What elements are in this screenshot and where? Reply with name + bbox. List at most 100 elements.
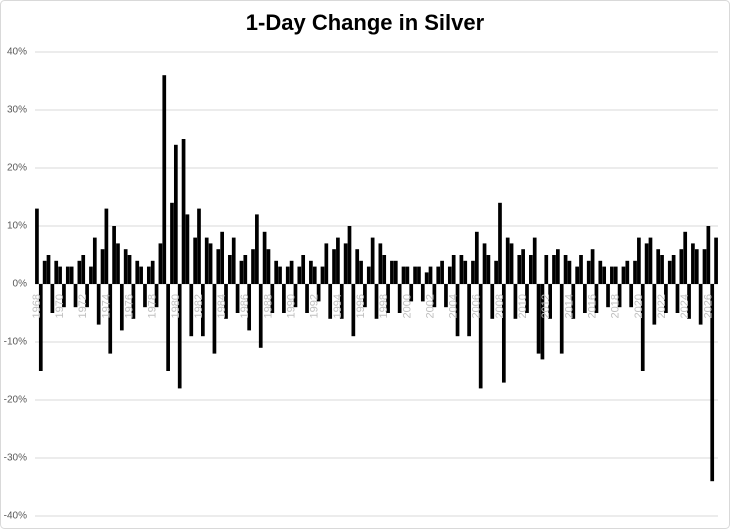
bar xyxy=(679,249,684,284)
bar xyxy=(239,260,244,284)
bar xyxy=(359,260,363,284)
bar xyxy=(224,284,228,319)
bar xyxy=(297,266,302,284)
bar xyxy=(89,266,93,284)
bar xyxy=(687,284,691,319)
y-tick-label: 0% xyxy=(13,279,28,290)
y-tick-label: 20% xyxy=(7,163,27,174)
bar xyxy=(228,255,232,284)
bar xyxy=(386,284,390,313)
bar xyxy=(393,260,398,284)
bar xyxy=(270,284,275,313)
bar xyxy=(397,284,402,313)
bar xyxy=(532,237,537,284)
bar xyxy=(664,284,668,313)
y-tick-label: -30% xyxy=(4,453,27,464)
bar xyxy=(702,249,707,284)
bar xyxy=(216,249,221,284)
bar xyxy=(127,255,132,284)
bar xyxy=(351,284,356,337)
bar xyxy=(556,249,560,284)
chart-title: 1-Day Change in Silver xyxy=(246,10,485,35)
x-tick-label: 1984 xyxy=(216,294,228,318)
bar xyxy=(35,208,39,284)
bar xyxy=(38,284,43,371)
x-tick-label: 1986 xyxy=(239,294,251,318)
bar xyxy=(455,284,460,337)
bar xyxy=(444,284,448,308)
bar xyxy=(602,266,607,284)
bar xyxy=(92,237,97,284)
bar xyxy=(366,266,371,284)
bar xyxy=(332,249,336,284)
bar xyxy=(131,284,136,319)
bar xyxy=(328,284,333,319)
x-tick-label: 1998 xyxy=(378,294,390,318)
bar xyxy=(625,260,630,284)
bar xyxy=(255,214,259,284)
bar xyxy=(656,249,661,284)
x-tick-label: 2014 xyxy=(563,294,575,318)
bar xyxy=(336,237,340,284)
bar xyxy=(282,284,286,313)
bar xyxy=(494,260,498,284)
bar xyxy=(382,255,387,284)
bar xyxy=(420,284,425,302)
x-tick-label: 1990 xyxy=(286,294,298,318)
bar xyxy=(633,260,637,284)
bar xyxy=(563,255,568,284)
bar xyxy=(579,255,583,284)
bar xyxy=(247,284,252,331)
bar xyxy=(474,231,479,284)
bar xyxy=(451,255,456,284)
bar xyxy=(675,284,680,313)
bar xyxy=(139,266,143,284)
bar xyxy=(220,231,225,284)
bar xyxy=(170,202,174,284)
bar xyxy=(185,214,190,284)
bar xyxy=(447,266,452,284)
bar xyxy=(467,284,471,337)
bar xyxy=(119,284,124,331)
bar xyxy=(305,284,309,313)
x-tick-label: 2002 xyxy=(424,294,436,318)
x-tick-label: 2004 xyxy=(448,294,460,318)
bar xyxy=(640,284,645,371)
bar xyxy=(301,255,306,284)
bar xyxy=(671,255,676,284)
y-tick-label: -40% xyxy=(4,511,27,522)
bar xyxy=(540,284,545,360)
bar xyxy=(316,284,321,302)
bar xyxy=(486,255,491,284)
bar xyxy=(116,243,120,284)
bar xyxy=(166,284,170,371)
bar xyxy=(617,284,622,308)
bar xyxy=(575,266,580,284)
bar xyxy=(544,255,549,284)
x-tick-label: 2016 xyxy=(586,294,598,318)
x-tick-label: 1992 xyxy=(309,294,321,318)
x-tick-label: 1974 xyxy=(100,294,112,318)
bar xyxy=(559,284,564,354)
bar xyxy=(370,237,375,284)
bar xyxy=(289,260,294,284)
bar xyxy=(123,249,128,284)
x-tick-label: 2020 xyxy=(633,294,645,318)
bar xyxy=(146,266,151,284)
x-tick-label: 1982 xyxy=(193,294,205,318)
bar xyxy=(177,284,182,389)
bar xyxy=(143,284,147,308)
y-tick-label: 30% xyxy=(7,105,27,116)
bar xyxy=(714,237,718,284)
bar xyxy=(135,260,140,284)
x-tick-label: 2006 xyxy=(471,294,483,318)
bar xyxy=(401,266,406,284)
bar xyxy=(517,255,522,284)
bar xyxy=(409,284,414,302)
x-tick-label: 2022 xyxy=(656,294,668,318)
bar xyxy=(521,249,525,284)
x-tick-label: 2018 xyxy=(610,294,622,318)
bar xyxy=(548,284,552,319)
